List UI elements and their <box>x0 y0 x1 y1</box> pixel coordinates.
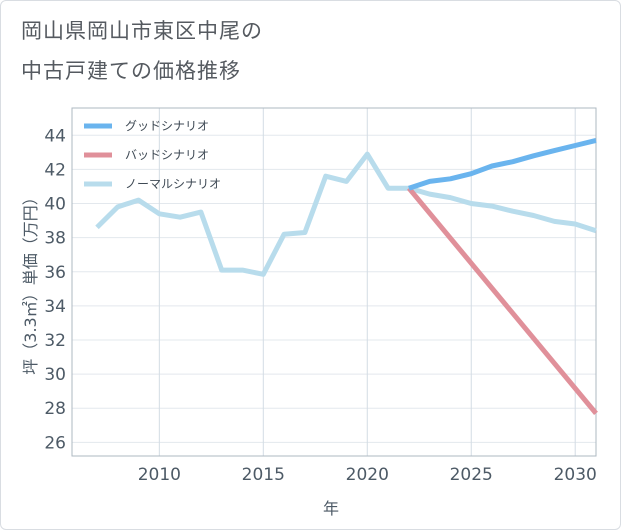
y-tick-label: 44 <box>44 126 66 146</box>
y-tick-label: 40 <box>44 195 66 215</box>
series-line-1 <box>406 186 598 415</box>
x-tick-labels: 2010 2015 2020 2025 2030 <box>138 465 597 485</box>
y-tick-label: 36 <box>44 263 66 283</box>
legend-label: ノーマルシナリオ <box>125 177 221 191</box>
x-tick-label: 2030 <box>554 465 597 485</box>
series-line-0 <box>408 137 597 191</box>
y-tick-label: 26 <box>44 433 66 453</box>
x-axis-label: 年 <box>323 499 339 518</box>
y-tick-label: 30 <box>44 365 66 385</box>
x-tick-label: 2015 <box>242 465 285 485</box>
chart-title-line2: 中古戸建ての価格推移 <box>21 59 241 83</box>
x-tick-label: 2020 <box>346 465 389 485</box>
y-tick-labels: 26 28 30 32 34 36 38 40 42 44 <box>44 126 66 453</box>
grid <box>72 108 596 456</box>
plot-area-border <box>71 107 597 457</box>
y-tick-label: 32 <box>44 331 66 351</box>
x-tick-label: 2010 <box>138 465 181 485</box>
y-axis-label: 坪（3.3㎡）単価（万円） <box>21 189 40 374</box>
series-lines <box>95 137 598 415</box>
chart-title-line1: 岡山県岡山市東区中尾の <box>21 19 263 43</box>
x-tick-label: 2025 <box>450 465 493 485</box>
legend-label: グッドシナリオ <box>125 119 209 133</box>
y-tick-label: 42 <box>44 160 66 180</box>
series-line-2 <box>95 151 597 277</box>
y-tick-label: 28 <box>44 399 66 419</box>
legend-label: バッドシナリオ <box>125 148 209 162</box>
y-tick-label: 38 <box>44 229 66 249</box>
y-tick-label: 34 <box>44 297 66 317</box>
